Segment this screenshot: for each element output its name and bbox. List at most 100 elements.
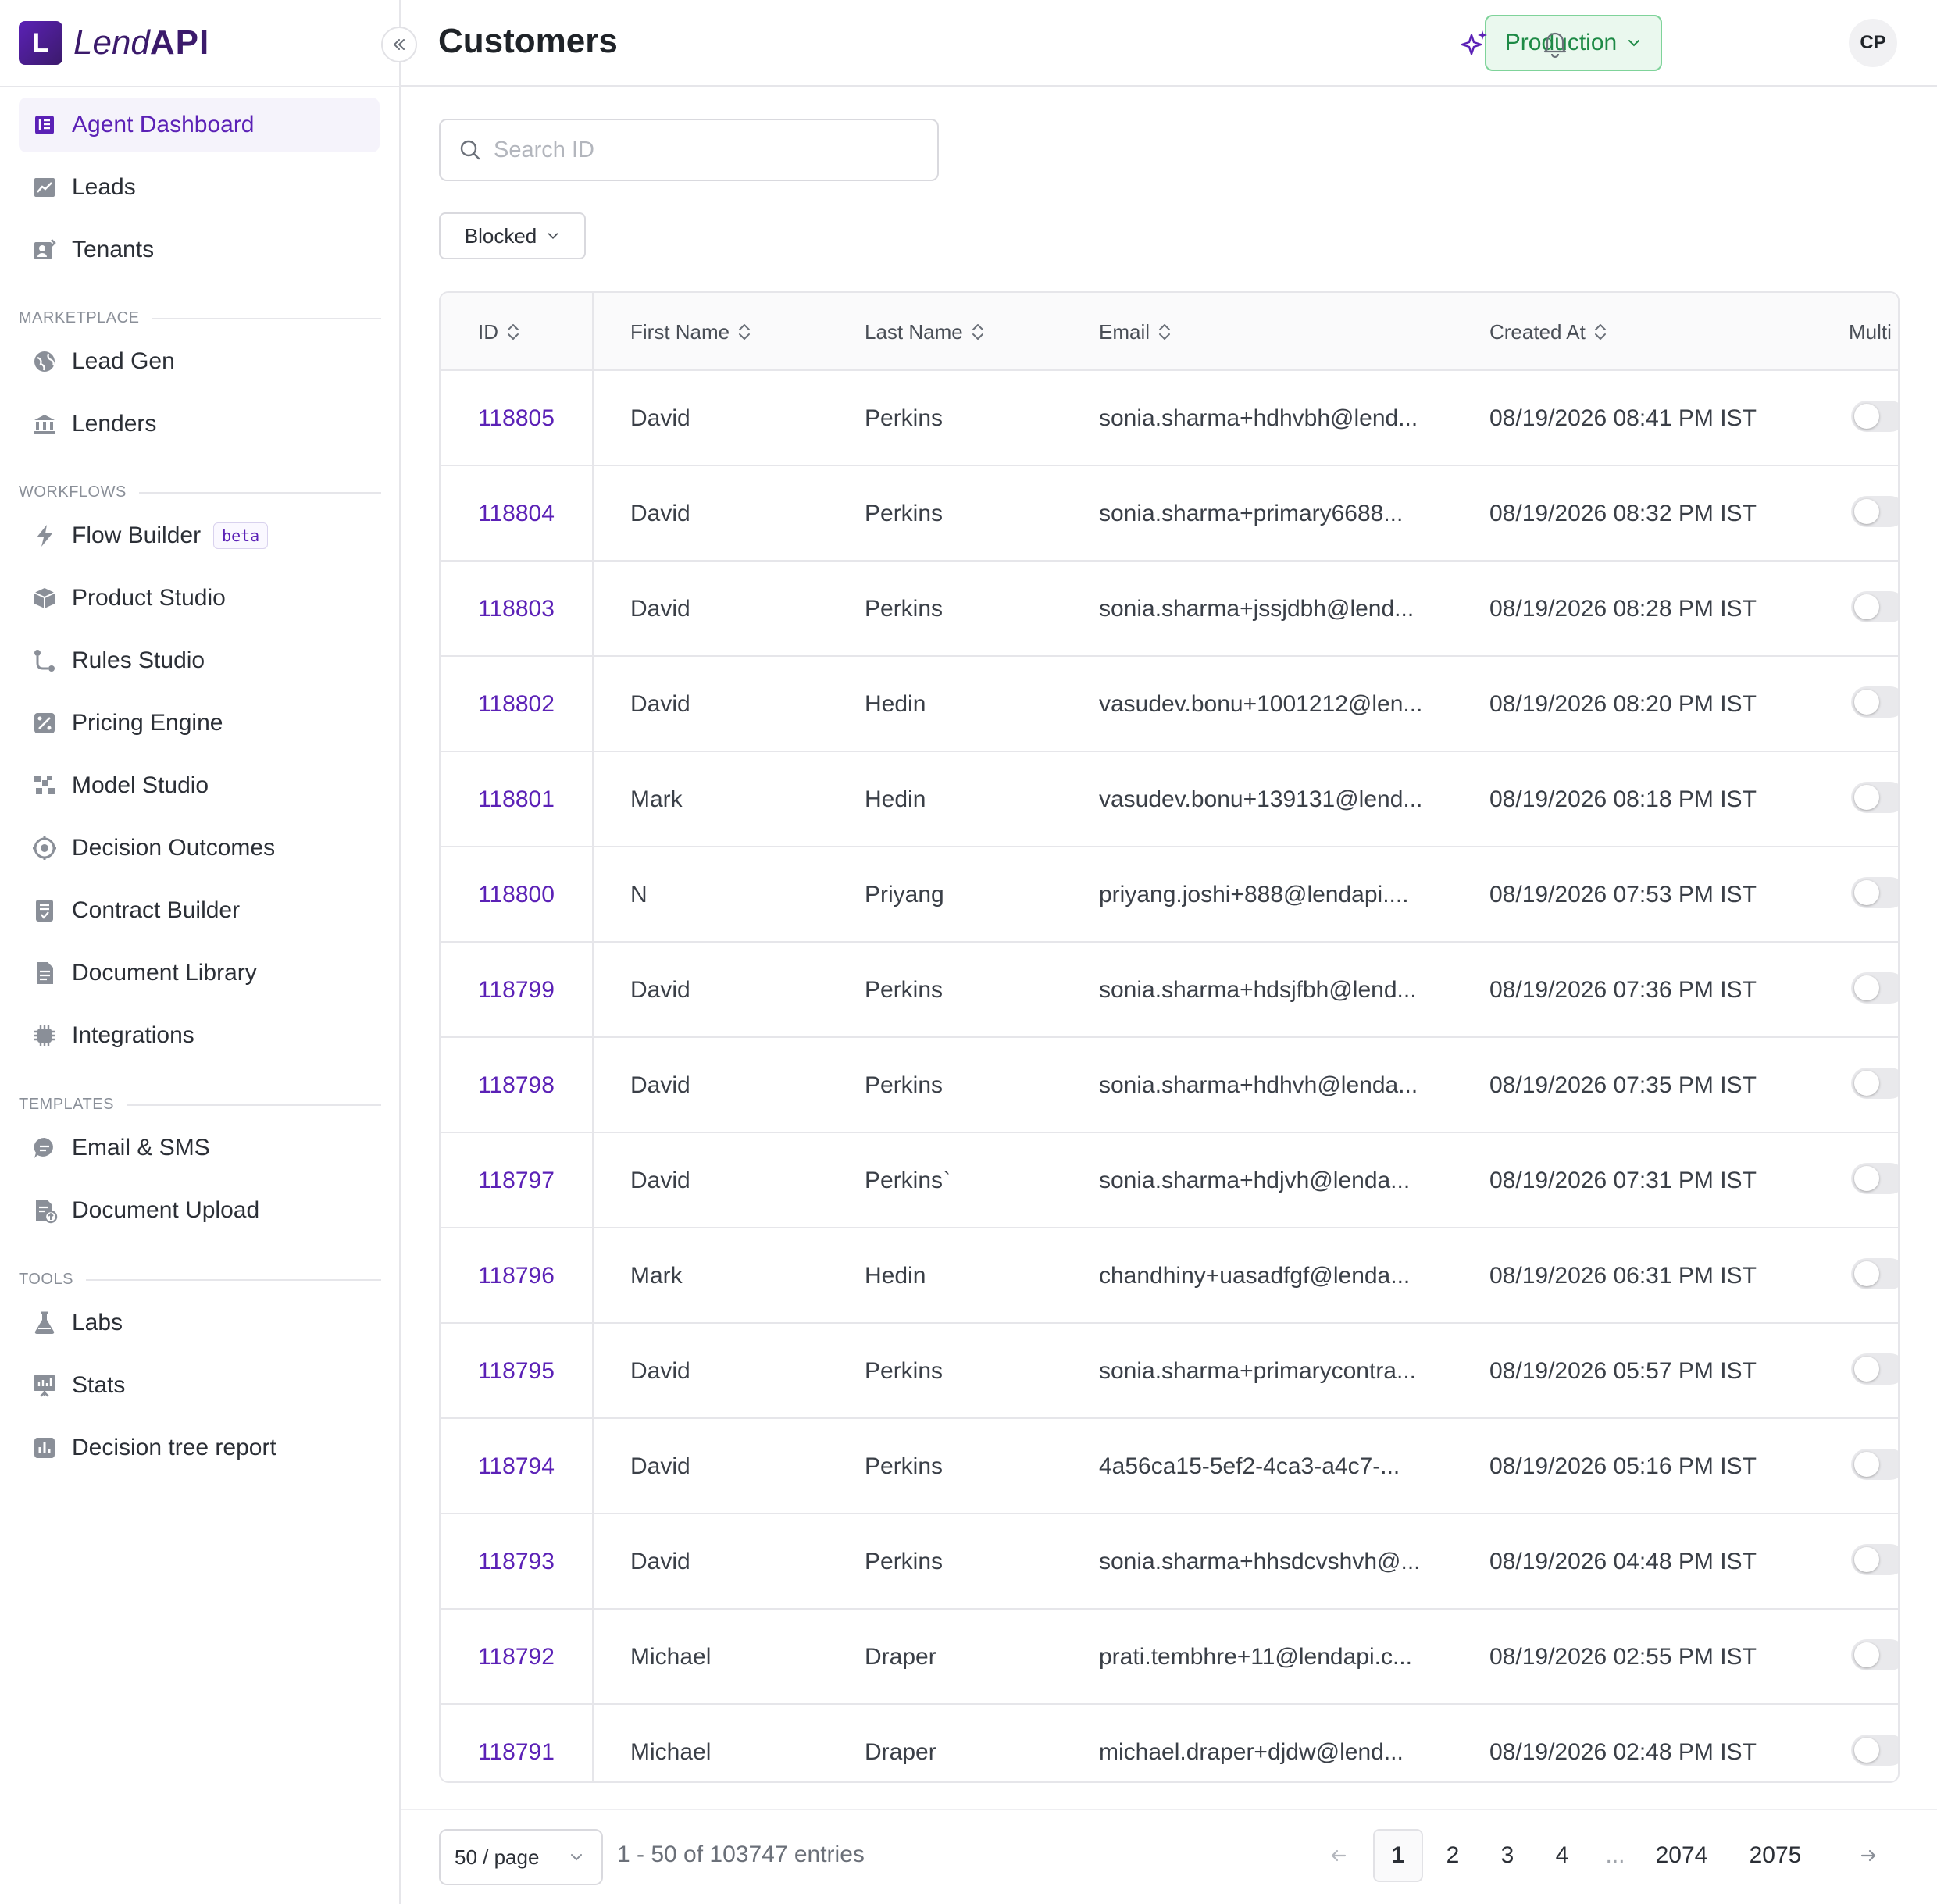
customer-id-link[interactable]: 118800	[478, 882, 555, 907]
customer-id-link[interactable]: 118802	[478, 691, 555, 717]
customer-id-link[interactable]: 118792	[478, 1644, 555, 1670]
multi-toggle[interactable]	[1851, 591, 1898, 622]
customer-id-link[interactable]: 118797	[478, 1168, 555, 1193]
column-header-first-name[interactable]: First Name	[630, 293, 751, 371]
table-row[interactable]: 118805 David Perkins sonia.sharma+hdhvbh…	[441, 371, 1898, 466]
page-button-1[interactable]: 1	[1373, 1829, 1423, 1882]
table-row[interactable]: 118798 David Perkins sonia.sharma+hdhvh@…	[441, 1038, 1898, 1133]
table-row[interactable]: 118796 Mark Hedin chandhiny+uasadfgf@len…	[441, 1228, 1898, 1324]
page-size-select[interactable]: 50 / page	[439, 1829, 603, 1885]
multi-toggle[interactable]	[1851, 1068, 1898, 1099]
email-cell: sonia.sharma+primary6688...	[1099, 501, 1404, 526]
multi-toggle[interactable]	[1851, 782, 1898, 813]
sidebar-item-decision-tree-report[interactable]: Decision tree report	[19, 1421, 380, 1475]
search-field[interactable]	[439, 119, 939, 181]
sidebar-item-product-studio[interactable]: Product Studio	[19, 571, 380, 626]
table-row[interactable]: 118799 David Perkins sonia.sharma+hdsjfb…	[441, 943, 1898, 1038]
sidebar-item-lenders[interactable]: Lenders	[19, 397, 380, 451]
collapse-sidebar-button[interactable]	[381, 27, 417, 62]
sidebar-item-stats[interactable]: Stats	[19, 1358, 380, 1413]
sidebar-item-tenants[interactable]: Tenants	[19, 223, 380, 277]
multi-toggle[interactable]	[1851, 686, 1898, 718]
table-row[interactable]: 118793 David Perkins sonia.sharma+hhsdcv…	[441, 1514, 1898, 1610]
multi-toggle[interactable]	[1851, 1163, 1898, 1194]
sidebar-item-document-library[interactable]: Document Library	[19, 946, 380, 1000]
table-row[interactable]: 118804 David Perkins sonia.sharma+primar…	[441, 466, 1898, 562]
sidebar-item-email-sms[interactable]: Email & SMS	[19, 1121, 380, 1175]
sidebar-item-rules-studio[interactable]: Rules Studio	[19, 633, 380, 688]
multi-toggle[interactable]	[1851, 1639, 1898, 1670]
search-icon	[460, 140, 480, 160]
table-row[interactable]: 118801 Mark Hedin vasudev.bonu+139131@le…	[441, 752, 1898, 847]
last-name-cell: Draper	[865, 1644, 936, 1670]
table-row[interactable]: 118800 N Priyang priyang.joshi+888@lenda…	[441, 847, 1898, 943]
created-at-cell: 08/19/2026 05:57 PM IST	[1489, 1358, 1757, 1384]
table-row[interactable]: 118802 David Hedin vasudev.bonu+1001212@…	[441, 657, 1898, 752]
customer-id-link[interactable]: 118796	[478, 1263, 555, 1289]
customer-id-link[interactable]: 118794	[478, 1453, 555, 1479]
multi-toggle[interactable]	[1851, 1544, 1898, 1575]
sidebar-item-leads[interactable]: Leads	[19, 160, 380, 215]
table-row[interactable]: 118791 Michael Draper michael.draper+djd…	[441, 1705, 1898, 1781]
brand-logo[interactable]: L LendAPI	[19, 20, 209, 66]
customer-id-link[interactable]: 118805	[478, 405, 555, 431]
table-row[interactable]: 118794 David Perkins 4a56ca15-5ef2-4ca3-…	[441, 1419, 1898, 1514]
table-row[interactable]: 118795 David Perkins sonia.sharma+primar…	[441, 1324, 1898, 1419]
page-button-2074[interactable]: 2074	[1655, 1842, 1708, 1868]
column-header-email[interactable]: Email	[1099, 293, 1172, 371]
next-page-button[interactable]	[1853, 1829, 1884, 1882]
table-row[interactable]: 118792 Michael Draper prati.tembhre+11@l…	[441, 1610, 1898, 1705]
sidebar-item-integrations[interactable]: Integrations	[19, 1008, 380, 1063]
customer-id-link[interactable]: 118804	[478, 501, 555, 526]
sidebar-item-agent-dashboard[interactable]: Agent Dashboard	[19, 98, 380, 152]
multi-toggle[interactable]	[1851, 877, 1898, 908]
page-button-4[interactable]: 4	[1555, 1842, 1569, 1868]
ai-sparkle-button[interactable]	[1455, 23, 1494, 62]
search-input[interactable]	[494, 137, 931, 163]
column-header-id[interactable]: ID	[478, 293, 520, 371]
column-header-created-at[interactable]: Created At	[1489, 293, 1607, 371]
sidebar-item-model-studio[interactable]: Model Studio	[19, 758, 380, 813]
customer-id-link[interactable]: 118801	[478, 786, 555, 812]
status-filter-dropdown[interactable]: Blocked	[439, 212, 586, 259]
table-row[interactable]: 118803 David Perkins sonia.sharma+jssjdb…	[441, 562, 1898, 657]
table-row[interactable]: 118797 David Perkins` sonia.sharma+hdjvh…	[441, 1133, 1898, 1228]
last-name-cell: Perkins	[865, 977, 944, 1003]
customer-id-link[interactable]: 118793	[478, 1549, 555, 1574]
sidebar-item-contract-builder[interactable]: Contract Builder	[19, 883, 380, 938]
prev-page-button[interactable]	[1323, 1829, 1354, 1882]
customer-id-link[interactable]: 118798	[478, 1072, 555, 1098]
page-button-2[interactable]: 2	[1446, 1842, 1460, 1868]
first-name-cell: David	[630, 1072, 690, 1098]
toggle-knob	[1854, 1452, 1879, 1477]
sidebar-item-decision-outcomes[interactable]: Decision Outcomes	[19, 821, 380, 875]
multi-toggle[interactable]	[1851, 1353, 1898, 1385]
sidebar-item-pricing-engine[interactable]: Pricing Engine	[19, 696, 380, 751]
customer-id-link[interactable]: 118803	[478, 596, 555, 622]
first-name-cell: David	[630, 1549, 690, 1574]
sort-icon	[972, 324, 983, 340]
sidebar-item-flow-builder[interactable]: Flow Builder beta	[19, 508, 380, 563]
multi-toggle[interactable]	[1851, 1735, 1898, 1766]
multi-toggle[interactable]	[1851, 1449, 1898, 1480]
multi-toggle[interactable]	[1851, 972, 1898, 1004]
multi-toggle[interactable]	[1851, 1258, 1898, 1289]
multi-toggle[interactable]	[1851, 401, 1898, 432]
customer-id-link[interactable]: 118791	[478, 1739, 555, 1765]
user-avatar[interactable]: CP	[1849, 19, 1897, 67]
sidebar-item-labs[interactable]: Labs	[19, 1296, 380, 1350]
multi-toggle[interactable]	[1851, 496, 1898, 527]
page-button-3[interactable]: 3	[1500, 1842, 1514, 1868]
brand-name: LendAPI	[73, 23, 209, 62]
created-at-cell: 08/19/2026 02:55 PM IST	[1489, 1644, 1757, 1670]
customer-id-link[interactable]: 118795	[478, 1358, 555, 1384]
model-grid-icon	[34, 776, 55, 794]
page-button-2075[interactable]: 2075	[1749, 1842, 1802, 1868]
chevron-down-icon	[571, 1854, 582, 1861]
email-cell: michael.draper+djdw@lend...	[1099, 1739, 1404, 1765]
notifications-button[interactable]	[1536, 23, 1575, 62]
customer-id-link[interactable]: 118799	[478, 977, 555, 1003]
sidebar-item-lead-gen[interactable]: Lead Gen	[19, 334, 380, 389]
column-header-last-name[interactable]: Last Name	[865, 293, 985, 371]
sidebar-item-document-upload[interactable]: Document Upload	[19, 1183, 380, 1238]
